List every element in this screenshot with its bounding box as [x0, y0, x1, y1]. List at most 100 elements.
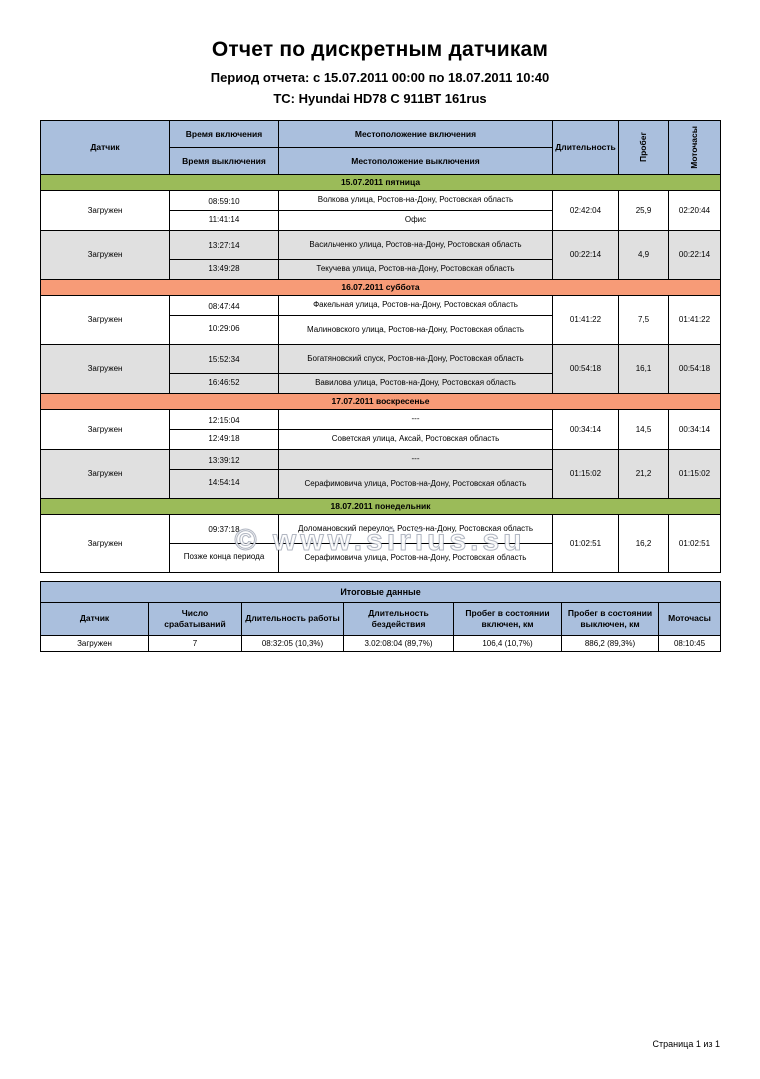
cell-sensor: Загружен	[40, 229, 170, 280]
cell-location-pair: Волкова улица, Ростов-на-Дону, Ростовска…	[278, 189, 553, 231]
summary-header-row: Датчик Число срабатываний Длительность раб…	[40, 601, 722, 636]
cell-time-pair: 09:37:18 Позже конца периода	[169, 513, 279, 573]
summary-cell-2: 08:32:05 (10,3%)	[241, 634, 344, 652]
summary-col-header-3: Длительность бездействия	[343, 601, 454, 636]
cell-mileage: 14,5	[618, 408, 669, 450]
col-header-sensor: Датчик	[40, 119, 170, 175]
table-row: Загружен 09:37:18 Позже конца периода Долом…	[40, 513, 721, 573]
cell-location-on: ---	[279, 449, 552, 470]
page-footer: Страница 1 из 1	[652, 1039, 720, 1049]
summary-section: Итоговые данные Датчик Число срабатываний…	[39, 580, 722, 652]
cell-location-pair: --- Советская улица, Аксай, Ростовская об…	[278, 408, 553, 450]
cell-sensor: Загружен	[40, 408, 170, 450]
cell-time-pair: 12:15:04 12:49:18	[169, 408, 279, 450]
cell-location-off: Серафимовича улица, Ростов-на-Дону, Рост…	[304, 552, 527, 562]
table-row: Загружен 13:27:14 13:49:28 Васильченко улиц…	[40, 229, 721, 280]
cell-time-off: 11:41:14	[208, 214, 240, 224]
cell-mileage: 16,2	[618, 513, 669, 573]
table-body: 15.07.2011 пятница Загружен 08:59:10 11:41:…	[40, 173, 721, 573]
cell-mileage: 7,5	[618, 294, 669, 345]
summary-col-header-2: Длительность работы	[241, 601, 344, 636]
cell-duration: 01:02:51	[552, 513, 619, 573]
summary-title: Итоговые данные	[39, 580, 722, 603]
date-band-row: 16.07.2011 суббота	[40, 278, 721, 296]
date-band-row: 17.07.2011 воскресенье	[40, 392, 721, 410]
cell-time-pair: 08:59:10 11:41:14	[169, 189, 279, 231]
date-band-label: 15.07.2011 пятница	[40, 173, 721, 191]
summary-col-header-6: Моточасы	[657, 601, 722, 636]
cell-mileage: 21,2	[618, 448, 669, 499]
date-band-row: 18.07.2011 понедельник	[40, 497, 721, 515]
cell-location-pair: Богатяновский спуск, Ростов-на-Дону, Рос…	[278, 343, 553, 394]
cell-duration: 01:41:22	[552, 294, 619, 345]
cell-sensor: Загружен	[40, 448, 170, 499]
cell-engine-hours: 01:15:02	[668, 448, 721, 499]
summary-col-header-1: Число срабатываний	[148, 601, 242, 636]
summary-col-header-0: Датчик	[40, 601, 149, 636]
cell-location-pair: --- Серафимовича улица, Ростов-на-Дону, Р…	[278, 448, 553, 499]
cell-mileage: 16,1	[618, 343, 669, 394]
cell-time-on: 13:39:12	[170, 451, 278, 470]
cell-sensor: Загружен	[40, 189, 170, 231]
cell-engine-hours: 00:34:14	[668, 408, 721, 450]
col-header-engine-hours-label: Моточасы	[689, 125, 700, 169]
cell-time-on: 13:27:14	[170, 232, 278, 260]
table-row: Загружен 12:15:04 12:49:18 --- Советская ули…	[40, 408, 721, 450]
cell-location-pair: Васильченко улица, Ростов-на-Дону, Росто…	[278, 229, 553, 280]
cell-time-on: 09:37:18	[170, 516, 278, 544]
cell-duration: 02:42:04	[552, 189, 619, 231]
cell-time-on: 12:15:04	[170, 411, 278, 430]
cell-duration: 00:34:14	[552, 408, 619, 450]
cell-engine-hours: 02:20:44	[668, 189, 721, 231]
summary-cell-1: 7	[148, 634, 242, 652]
summary-cell-4: 106,4 (10,7%)	[453, 634, 562, 652]
cell-location-on: Факельная улица, Ростов-на-Дону, Ростовс…	[279, 295, 552, 316]
cell-engine-hours: 00:54:18	[668, 343, 721, 394]
cell-location-off: Офис	[404, 215, 427, 225]
cell-time-off: Позже конца периода	[183, 552, 265, 562]
cell-engine-hours: 01:41:22	[668, 294, 721, 345]
cell-location-off: Текучева улица, Ростов-на-Дону, Ростовск…	[316, 264, 515, 274]
cell-time-off: 12:49:18	[208, 433, 240, 443]
col-header-engine-hours: Моточасы	[668, 119, 721, 175]
col-header-duration: Длительность	[552, 119, 619, 175]
col-header-loc-off: Местоположение выключения	[278, 146, 553, 175]
col-header-time-on: Время включения	[169, 119, 279, 148]
cell-mileage: 25,9	[618, 189, 669, 231]
cell-time-pair: 08:47:44 10:29:06	[169, 294, 279, 345]
cell-sensor: Загружен	[40, 294, 170, 345]
summary-cell-0: Загружен	[40, 634, 149, 652]
cell-location-pair: Факельная улица, Ростов-на-Дону, Ростовс…	[278, 294, 553, 345]
cell-time-off: 14:54:14	[208, 478, 240, 488]
date-band-label: 18.07.2011 понедельник	[40, 497, 721, 515]
cell-duration: 00:22:14	[552, 229, 619, 280]
table-row: Загружен 08:47:44 10:29:06 Факельная улица,…	[40, 294, 721, 345]
cell-time-on: 15:52:34	[170, 346, 278, 374]
table-header: Датчик Время включения Местоположение вк…	[40, 119, 721, 175]
report-vehicle: ТС: Hyundai HD78 С 911ВТ 161rus	[273, 91, 487, 107]
cell-engine-hours: 00:22:14	[668, 229, 721, 280]
summary-cell-5: 886,2 (89,3%)	[561, 634, 659, 652]
summary-col-header-4: Пробег в состоянии включен, км	[453, 601, 562, 636]
cell-location-pair: Доломановский переулок, Ростов-на-Дону, …	[278, 513, 553, 573]
col-header-loc-on: Местоположение включения	[278, 119, 553, 148]
cell-location-off: Советская улица, Аксай, Ростовская облас…	[331, 434, 500, 444]
cell-location-off: Серафимовича улица, Ростов-на-Дону, Рост…	[304, 478, 527, 488]
cell-time-pair: 15:52:34 16:46:52	[169, 343, 279, 394]
cell-location-off: Вавилова улица, Ростов-на-Дону, Ростовск…	[315, 378, 516, 388]
cell-duration: 01:15:02	[552, 448, 619, 499]
discrete-sensor-table: Датчик Время включения Местоположение вк…	[40, 119, 721, 573]
cell-duration: 00:54:18	[552, 343, 619, 394]
cell-location-on: ---	[279, 409, 552, 430]
cell-time-pair: 13:27:14 13:49:28	[169, 229, 279, 280]
cell-engine-hours: 01:02:51	[668, 513, 721, 573]
cell-location-on: Богатяновский спуск, Ростов-на-Дону, Рос…	[279, 344, 552, 374]
summary-col-header-5: Пробег в состоянии выключен, км	[561, 601, 659, 636]
cell-sensor: Загружен	[40, 343, 170, 394]
report-period: Период отчета: с 15.07.2011 00:00 по 18.…	[210, 70, 550, 86]
date-band-label: 16.07.2011 суббота	[40, 278, 721, 296]
cell-sensor: Загружен	[40, 513, 170, 573]
date-band-row: 15.07.2011 пятница	[40, 173, 721, 191]
cell-time-on: 08:47:44	[170, 297, 278, 316]
